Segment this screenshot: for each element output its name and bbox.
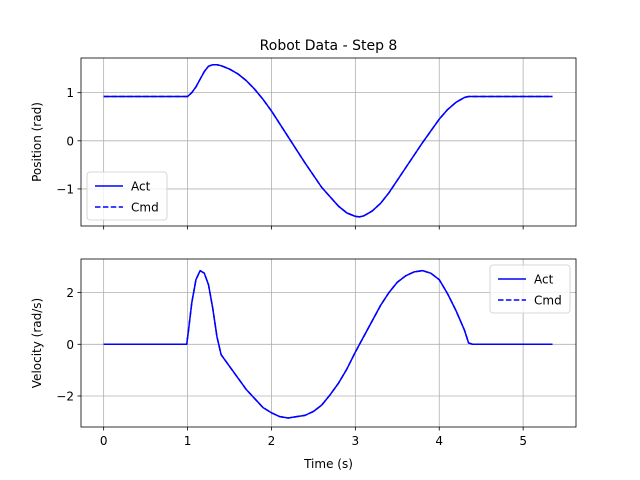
position-ticks: −1 0 1 xyxy=(56,86,524,230)
legend-label-act: Act xyxy=(534,273,554,287)
velocity-axes-frame xyxy=(80,258,577,428)
position-legend: Act Cmd xyxy=(86,171,168,221)
legend-box xyxy=(86,171,168,221)
position-y-axis-label: Position (rad) xyxy=(30,102,44,182)
velocity-ticks: 0 1 2 3 4 5 −2 0 2 xyxy=(56,286,527,448)
legend-label-cmd: Cmd xyxy=(131,201,159,215)
x-tick-label: 0 xyxy=(100,434,108,448)
y-tick-label: −1 xyxy=(56,182,74,196)
position-series xyxy=(103,63,553,218)
x-tick-label: 4 xyxy=(435,434,443,448)
position-grid xyxy=(81,58,576,226)
position-axes-frame xyxy=(80,57,577,227)
y-tick-label: 0 xyxy=(66,134,74,148)
y-tick-label: −2 xyxy=(56,389,74,403)
legend-box xyxy=(489,264,571,314)
y-tick-label: 1 xyxy=(66,86,74,100)
x-tick-label: 1 xyxy=(184,434,192,448)
velocity-subplot: Velocity (rad/s) Time (s) 0 1 2 3 4 5 −2 0 2 Act… xyxy=(30,258,577,471)
y-tick-label: 2 xyxy=(66,286,74,300)
x-tick-label: 5 xyxy=(519,434,527,448)
position-subplot: Robot Data - Step 8 Position (rad) −101 … xyxy=(30,38,577,230)
chart-title: Robot Data - Step 8 xyxy=(260,38,398,54)
legend-label-act: Act xyxy=(131,180,151,194)
x-tick-label: 3 xyxy=(352,434,360,448)
velocity-legend: Act Cmd xyxy=(489,264,571,314)
y-tick-label: 0 xyxy=(66,338,74,352)
series-line-cmd xyxy=(103,269,553,419)
legend-label-cmd: Cmd xyxy=(534,294,562,308)
series-line-cmd xyxy=(103,63,553,218)
velocity-series xyxy=(103,269,553,419)
x-axis-label: Time (s) xyxy=(303,457,353,471)
x-tick-label: 2 xyxy=(268,434,276,448)
velocity-y-axis-label: Velocity (rad/s) xyxy=(30,298,44,388)
